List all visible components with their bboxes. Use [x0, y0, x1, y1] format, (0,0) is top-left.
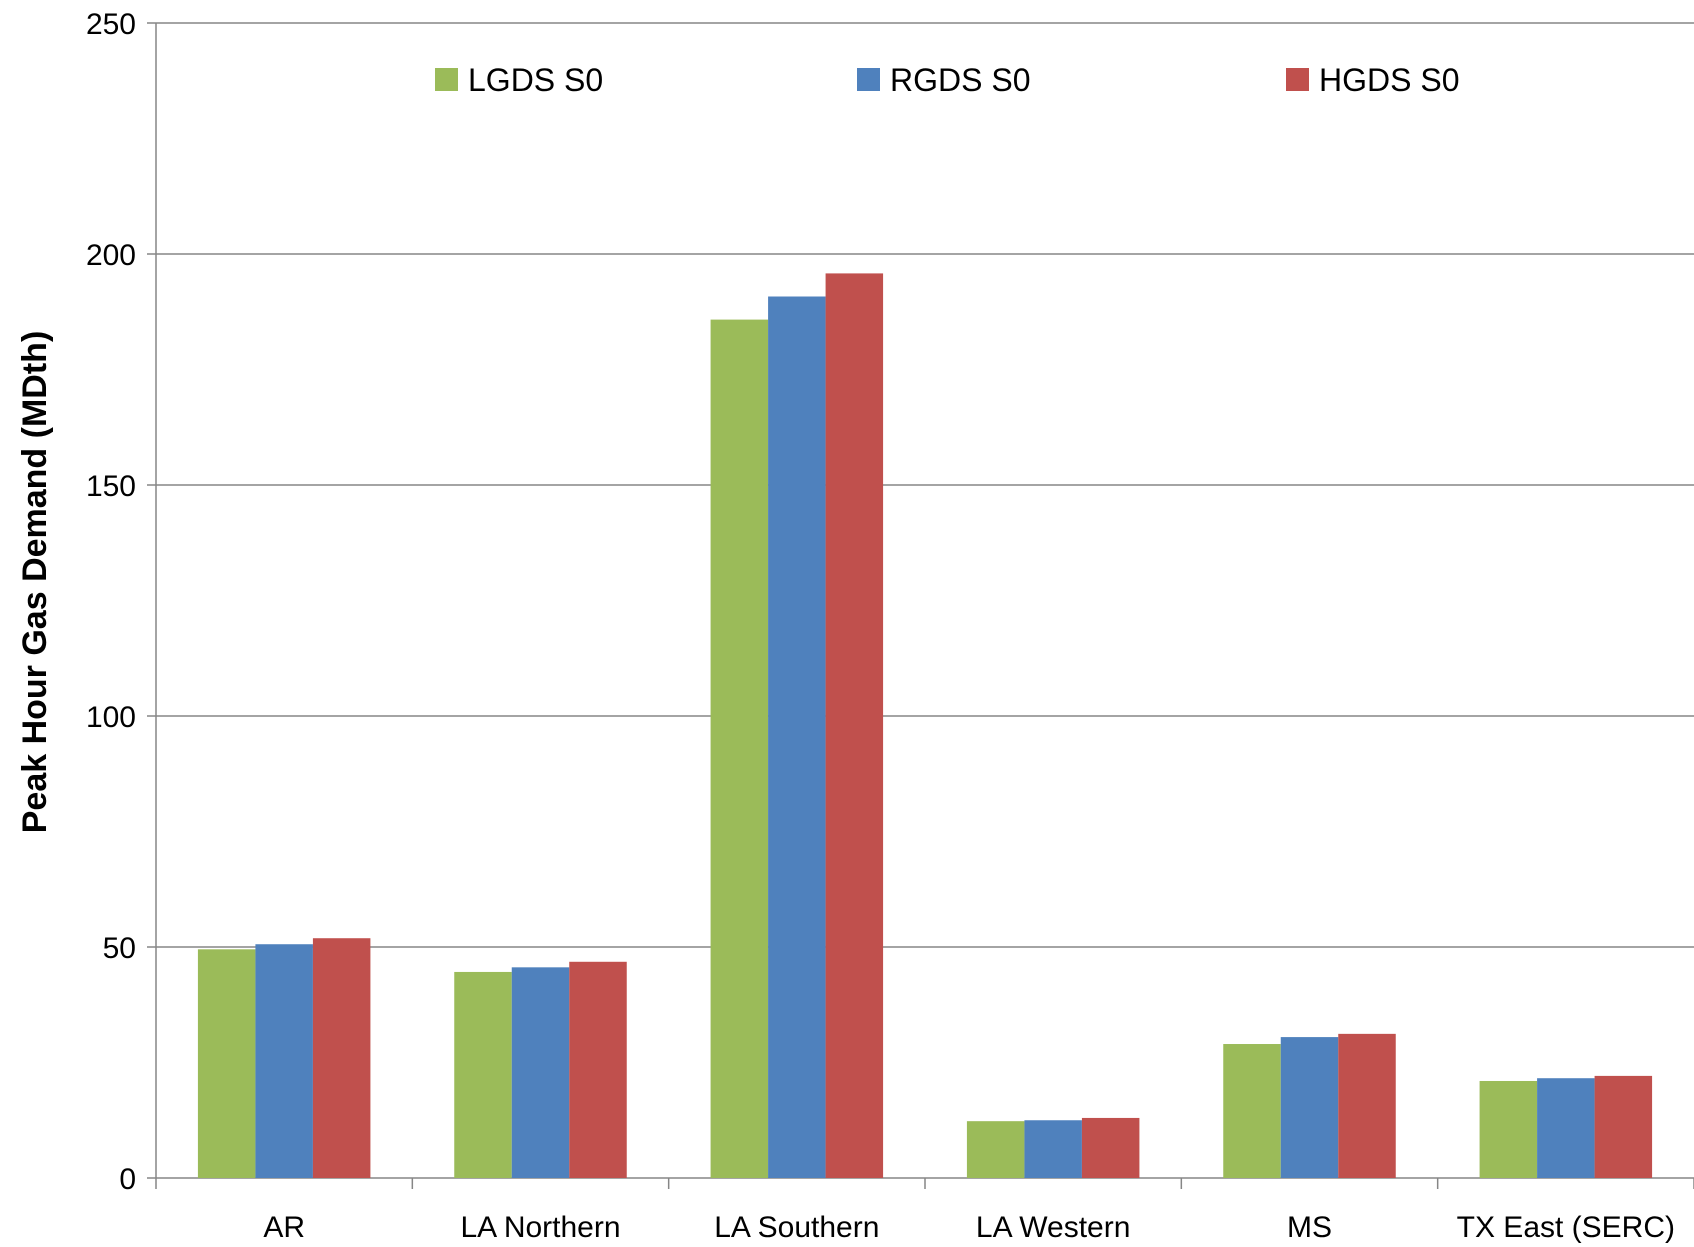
legend-label: HGDS S0 [1319, 62, 1459, 98]
legend-label: LGDS S0 [468, 62, 603, 98]
legend-swatch [435, 68, 458, 91]
bar [710, 319, 769, 1178]
x-tick-label: MS [1287, 1211, 1332, 1244]
legend-swatch [1286, 68, 1309, 91]
bar [1024, 1120, 1082, 1178]
bar [312, 938, 371, 1178]
legend: LGDS S0 RGDS S0 HGDS S0 [435, 62, 1459, 98]
y-tick-label: 100 [86, 701, 136, 734]
y-tick-label: 0 [119, 1163, 136, 1196]
bar [1479, 1080, 1538, 1178]
bar [569, 961, 627, 1178]
bar [1594, 1075, 1653, 1178]
bar [511, 967, 570, 1178]
bar [1338, 1033, 1396, 1178]
bar [197, 949, 256, 1178]
bars [197, 273, 1653, 1178]
x-tick-label: AR [263, 1211, 305, 1244]
bar [1081, 1117, 1140, 1178]
legend-swatch [857, 68, 880, 91]
y-tick-label: 50 [103, 932, 136, 965]
bar [1223, 1044, 1281, 1178]
gridlines [156, 22, 1694, 948]
bar [1280, 1037, 1339, 1178]
x-tick-label: LA Western [976, 1211, 1131, 1244]
axes [147, 22, 1694, 1189]
bar [454, 971, 512, 1178]
y-tick-label: 150 [86, 470, 136, 503]
bar [966, 1121, 1025, 1178]
bar [1537, 1078, 1595, 1178]
legend-label: RGDS S0 [890, 62, 1030, 98]
y-tick-label: 250 [86, 8, 136, 41]
bar [768, 296, 826, 1178]
bar [825, 273, 884, 1178]
x-tick-label: LA Southern [714, 1211, 879, 1244]
bar [255, 944, 313, 1178]
y-tick-label: 200 [86, 239, 136, 272]
x-tick-label: LA Northern [460, 1211, 620, 1244]
tick-labels: 0 50 100 150 200 250 AR LA Northern LA Southern L… [86, 8, 1675, 1244]
x-tick-label: TX East (SERC) [1457, 1211, 1675, 1244]
y-axis-title: Peak Hour Gas Demand (MDth) [16, 331, 54, 834]
